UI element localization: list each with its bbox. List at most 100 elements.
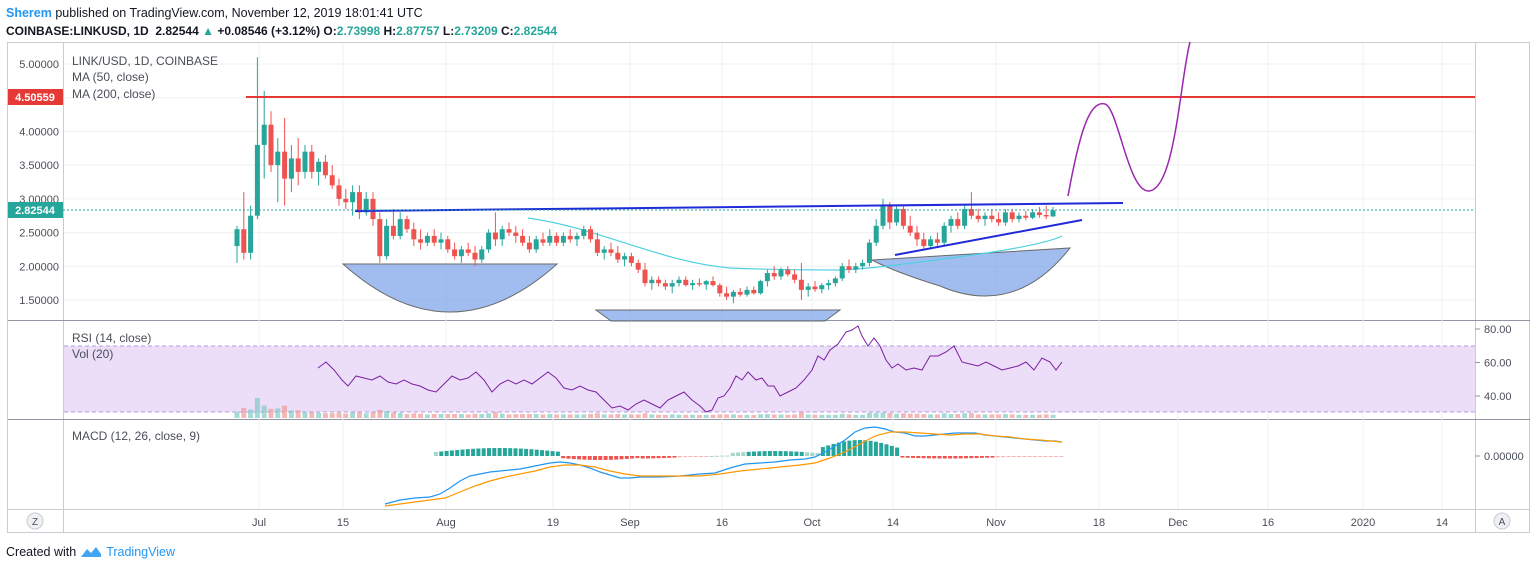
rsi-legend[interactable]: RSI (14, close) — [72, 331, 151, 345]
macd-histogram-bar — [820, 447, 825, 456]
time-tick-label: 16 — [1262, 517, 1274, 529]
last-price: 2.82544 — [155, 24, 199, 38]
volume-bar — [751, 415, 757, 418]
candle-body — [887, 205, 893, 223]
candlestick-series — [234, 57, 1056, 304]
author-link[interactable]: Sherem — [6, 6, 52, 20]
volume-bar — [934, 414, 940, 418]
trading-chart[interactable]: 5.000004.500004.000003.500003.000002.500… — [0, 0, 1537, 540]
macd-histogram-bar — [704, 456, 709, 457]
macd-histogram-bar — [847, 440, 852, 456]
open-value: 2.73998 — [336, 24, 381, 38]
volume-bar — [662, 414, 668, 418]
macd-histogram-bar — [757, 451, 762, 456]
volume-bar — [615, 414, 621, 418]
volume-bar — [866, 412, 872, 418]
time-tick-label: 15 — [337, 517, 349, 529]
macd-histogram-bar — [831, 443, 836, 456]
candle-body — [792, 274, 798, 280]
macd-histogram-bar — [688, 456, 693, 457]
volume-bar — [560, 414, 566, 418]
candle-body — [710, 281, 716, 286]
volume-bar — [826, 414, 832, 418]
macd-tick-label: 0.00000 — [1484, 451, 1524, 463]
volume-bar — [588, 414, 594, 418]
ma50-legend[interactable]: MA (50, close) — [72, 70, 149, 84]
rsi-tick-label: 40.00 — [1484, 391, 1512, 403]
price-tick-label: 5.00000 — [19, 59, 59, 71]
macd-histogram-bar — [958, 456, 963, 459]
volume-bar — [710, 414, 716, 418]
auto-scale-button[interactable] — [1493, 512, 1511, 530]
volume-bar — [268, 408, 274, 418]
macd-histogram-bar — [752, 451, 756, 456]
candle-body — [540, 239, 546, 243]
macd-line — [384, 426, 1063, 505]
volume-bar — [288, 410, 294, 418]
candle-body — [438, 239, 444, 243]
tradingview-link[interactable]: TradingView — [106, 545, 175, 559]
rsi-tick-label: 60.00 — [1484, 358, 1512, 370]
volume-bar — [948, 414, 954, 418]
candle-body — [1002, 212, 1008, 223]
macd-histogram-bar — [1027, 456, 1032, 457]
macd-histogram-bar — [593, 456, 597, 460]
volume-bar — [513, 414, 519, 418]
support-trendline[interactable] — [894, 219, 1083, 256]
macd-histogram-bar — [789, 451, 794, 456]
candle-body — [853, 266, 859, 270]
candle-body — [418, 239, 424, 243]
volume-bar — [322, 413, 328, 418]
macd-histogram-bar — [932, 456, 937, 459]
projection-curve[interactable] — [1067, 41, 1191, 197]
volume-bar — [955, 414, 961, 418]
volume-bar — [574, 414, 580, 418]
macd-histogram-bar — [587, 456, 592, 460]
candle-body — [445, 239, 451, 250]
volume-bar — [758, 414, 764, 418]
candle-body — [894, 208, 900, 223]
volume-bar — [472, 413, 478, 418]
ma200-legend[interactable]: MA (200, close) — [72, 87, 155, 101]
vol-legend[interactable]: Vol (20) — [72, 347, 113, 361]
volume-bar — [798, 411, 804, 418]
candle-body — [241, 229, 247, 253]
volume-bar — [282, 405, 288, 418]
candle-body — [812, 286, 818, 290]
volume-bar — [356, 412, 362, 418]
macd-histogram-bar — [905, 456, 910, 458]
time-tick-label: 16 — [716, 517, 728, 529]
tradingview-logo-icon — [81, 547, 102, 557]
macd-histogram-bar — [455, 449, 460, 456]
volume-bar — [601, 414, 607, 418]
candle-body — [846, 266, 852, 270]
macd-histogram — [434, 440, 1064, 460]
macd-legend[interactable]: MACD (12, 26, close, 9) — [72, 429, 200, 443]
volume-bar — [1030, 414, 1036, 418]
candle-body — [683, 279, 689, 286]
chart-title: LINK/USD, 1D, COINBASE — [72, 54, 218, 68]
candle-body — [785, 269, 791, 275]
chart-header: Sherem published on TradingView.com, Nov… — [6, 4, 557, 40]
candle-body — [622, 256, 628, 260]
zoom-button[interactable] — [26, 512, 44, 530]
candle-body — [363, 198, 369, 213]
macd-histogram-bar — [444, 450, 449, 456]
volume-bar — [506, 414, 512, 418]
candle-body — [254, 144, 260, 216]
candle-body — [1050, 210, 1056, 217]
candle-body — [832, 278, 838, 284]
macd-histogram-bar — [714, 455, 719, 457]
macd-histogram-bar — [630, 456, 635, 459]
macd-histogram-bar — [810, 452, 815, 456]
cup-shape-right — [870, 247, 1072, 297]
macd-histogram-bar — [545, 450, 550, 456]
macd-histogram-bar — [985, 456, 990, 458]
resistance-badge-text: 4.50559 — [15, 92, 55, 104]
macd-histogram-bar — [540, 450, 544, 456]
candle-body — [934, 239, 940, 243]
candle-body — [866, 242, 872, 263]
macd-histogram-bar — [624, 456, 629, 459]
candle-body — [588, 229, 594, 240]
macd-axis: 0.00000 — [1475, 451, 1524, 463]
